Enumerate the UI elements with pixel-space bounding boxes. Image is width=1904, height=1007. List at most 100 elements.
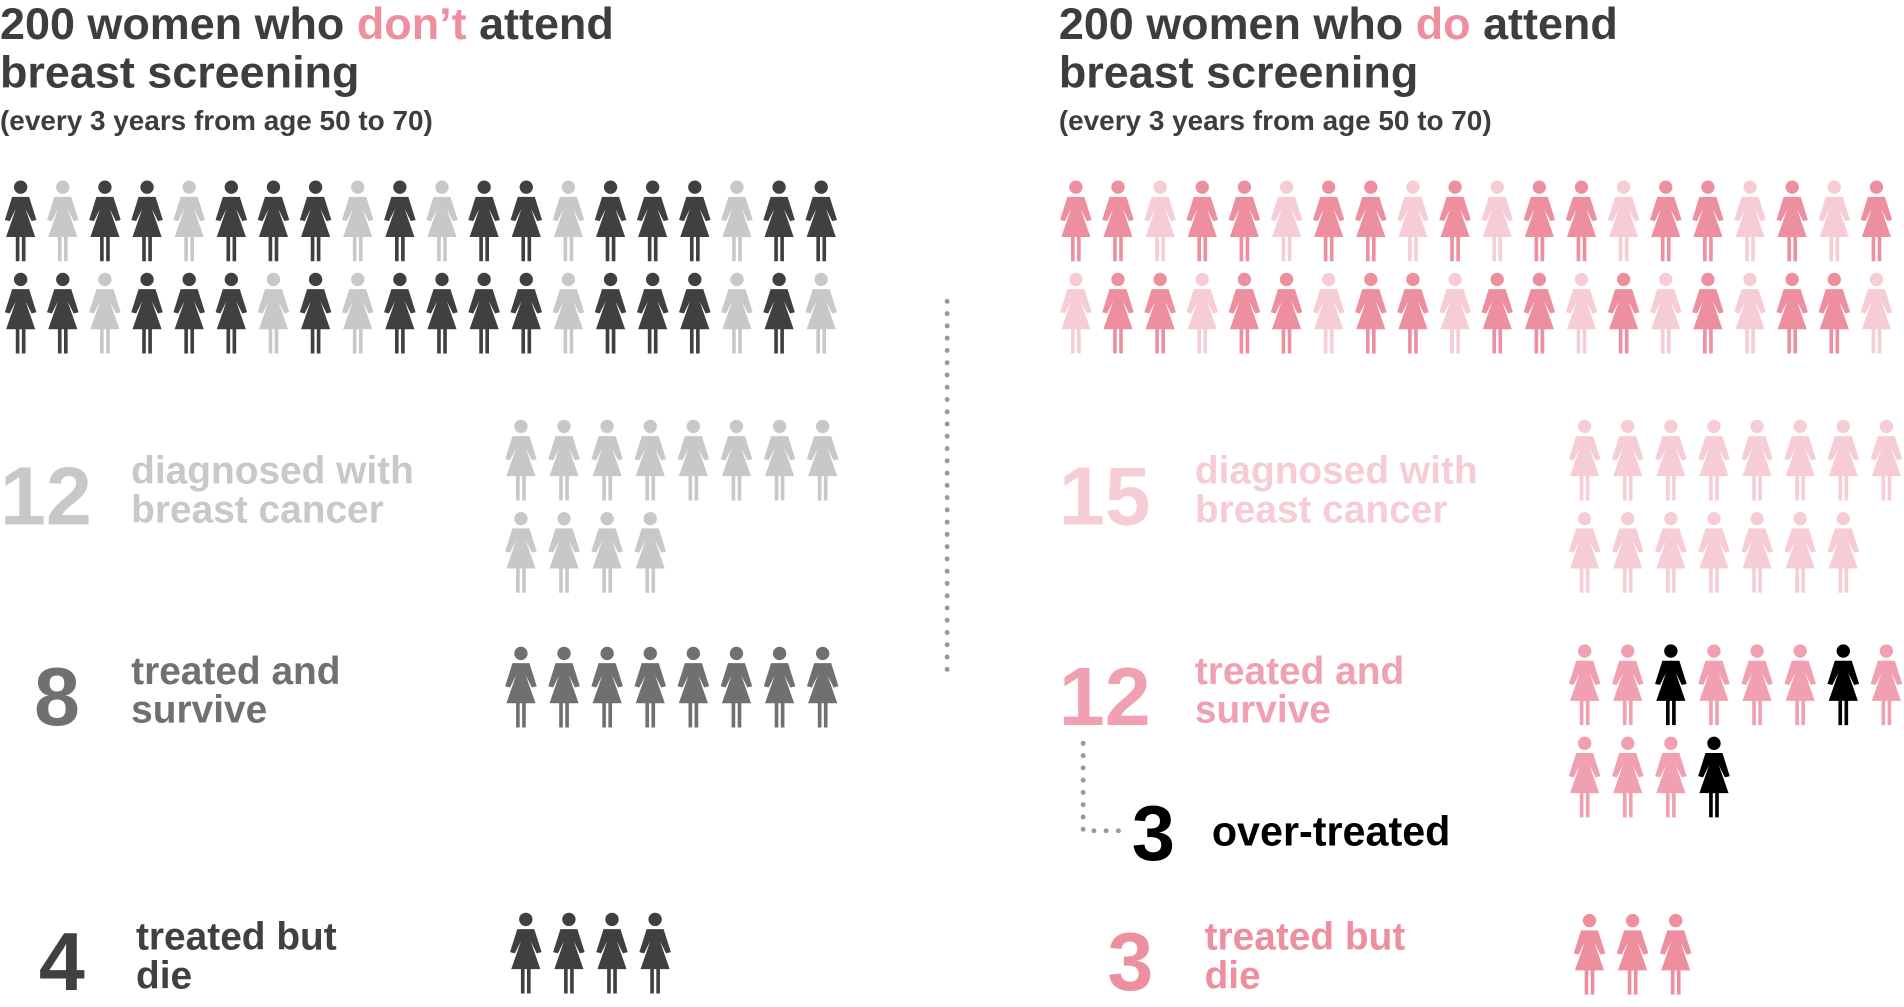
- woman-icon: [510, 912, 542, 994]
- woman-icon: [634, 419, 667, 501]
- woman-icon: [636, 180, 669, 262]
- woman-icon: [1698, 512, 1730, 593]
- woman-icon: [720, 646, 753, 728]
- woman-icon: [46, 272, 79, 354]
- woman-icon: [46, 180, 79, 262]
- woman-icon: [1692, 272, 1724, 354]
- woman-icon: [468, 272, 500, 354]
- woman-icon: [1568, 736, 1601, 818]
- group-label: diagnosed with: [131, 449, 414, 492]
- woman-icon: [1649, 180, 1682, 262]
- woman-icon: [1186, 180, 1219, 262]
- woman-icon: [806, 419, 839, 501]
- group-label: treated but: [1205, 916, 1406, 959]
- woman-icon: [548, 512, 580, 593]
- woman-icon: [215, 180, 248, 262]
- woman-icon: [720, 419, 753, 501]
- woman-icon: [552, 272, 585, 354]
- woman-icon: [1659, 913, 1692, 995]
- woman-icon: [341, 180, 374, 262]
- woman-icon: [1655, 419, 1687, 501]
- woman-icon: [1144, 180, 1176, 262]
- woman-icon: [1607, 272, 1640, 354]
- woman-icon: [1270, 180, 1303, 262]
- subtitle: (every 3 years from age 50 to 70): [1059, 105, 1492, 136]
- woman-icon: [806, 646, 839, 728]
- woman-icon: [426, 180, 458, 262]
- woman-icon: [1312, 180, 1345, 262]
- woman-icon: [1741, 644, 1773, 726]
- woman-icon: [1565, 272, 1598, 354]
- woman-icon: [591, 512, 623, 593]
- woman-icon: [1860, 272, 1893, 354]
- woman-icon: [505, 512, 537, 593]
- woman-icon: [1741, 512, 1773, 593]
- woman-icon: [763, 272, 795, 354]
- woman-icon: [1860, 180, 1893, 262]
- group-count: 15: [1059, 451, 1151, 543]
- woman-icon: [1827, 644, 1860, 726]
- woman-icon: [384, 180, 416, 262]
- woman-icon: [505, 419, 537, 501]
- woman-icon: [1144, 272, 1176, 354]
- woman-icon: [553, 912, 585, 994]
- group-label: breast cancer: [131, 488, 384, 531]
- woman-icon: [257, 180, 290, 262]
- group-label: survive: [1195, 689, 1331, 732]
- connector: [1080, 740, 1132, 834]
- woman-icon: [639, 912, 671, 994]
- woman-icon: [173, 180, 205, 262]
- woman-icon: [594, 180, 627, 262]
- woman-icon: [1565, 180, 1598, 262]
- title: breast screening: [1059, 47, 1418, 98]
- woman-icon: [131, 180, 163, 262]
- woman-icon: [679, 180, 711, 262]
- woman-icon: [1186, 272, 1219, 354]
- woman-icon: [677, 646, 710, 728]
- woman-icon: [1060, 272, 1092, 354]
- woman-icon: [1312, 272, 1345, 354]
- woman-icon: [1698, 736, 1730, 818]
- woman-icon: [1481, 180, 1513, 262]
- woman-icon: [1784, 644, 1816, 726]
- woman-icon: [721, 272, 753, 354]
- woman-icon: [1698, 419, 1730, 501]
- woman-icon: [1734, 272, 1766, 354]
- woman-icon: [1776, 272, 1808, 354]
- group-count: 4: [39, 916, 85, 1007]
- woman-icon: [1568, 419, 1601, 501]
- woman-icon: [1523, 180, 1556, 262]
- woman-icon: [594, 272, 627, 354]
- woman-icon: [1784, 512, 1816, 593]
- woman-icon: [1439, 272, 1471, 354]
- woman-icon: [1649, 272, 1682, 354]
- woman-icon: [1870, 419, 1903, 501]
- woman-icon: [1611, 736, 1644, 818]
- woman-icon: [1827, 512, 1860, 593]
- woman-icon: [636, 272, 669, 354]
- woman-icon: [634, 512, 667, 593]
- woman-icon: [1270, 272, 1303, 354]
- group-label: treated and: [1195, 650, 1404, 693]
- woman-icon: [215, 272, 248, 354]
- woman-icon: [1355, 272, 1387, 354]
- title: 200 women who do attend: [1059, 0, 1618, 49]
- woman-icon: [426, 272, 458, 354]
- woman-icon: [1827, 419, 1860, 501]
- woman-icon: [677, 419, 710, 501]
- woman-icon: [1568, 512, 1601, 593]
- woman-icon: [591, 419, 623, 501]
- woman-icon: [1102, 180, 1134, 262]
- woman-icon: [89, 180, 121, 262]
- woman-icon: [1611, 644, 1644, 726]
- woman-icon: [1228, 180, 1261, 262]
- subtitle: (every 3 years from age 50 to 70): [0, 105, 433, 136]
- woman-icon: [1784, 419, 1816, 501]
- woman-icon: [505, 646, 537, 728]
- group-label: treated but: [136, 916, 337, 959]
- woman-icon: [1655, 644, 1687, 726]
- woman-icon: [341, 272, 374, 354]
- woman-icon: [1655, 736, 1687, 818]
- woman-icon: [468, 180, 500, 262]
